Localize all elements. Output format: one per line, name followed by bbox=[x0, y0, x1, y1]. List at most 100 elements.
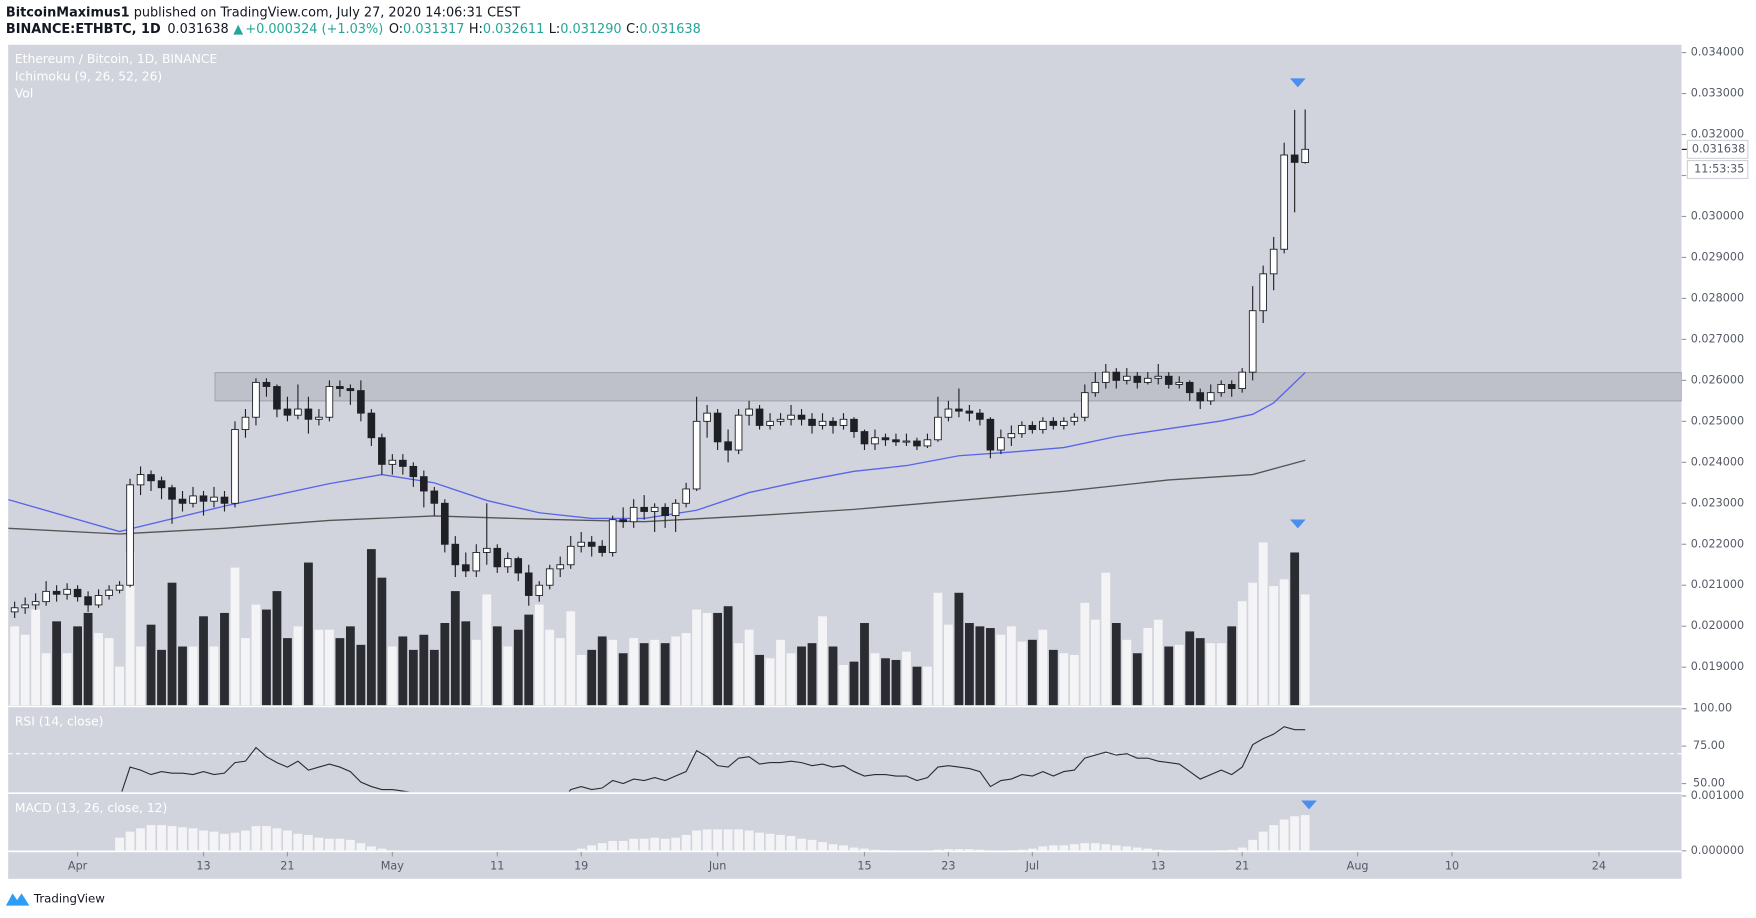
volume-bar bbox=[1122, 639, 1132, 706]
ohlc-key: C: bbox=[626, 22, 639, 37]
countdown-box bbox=[1686, 159, 1749, 180]
candle-body bbox=[136, 474, 145, 486]
volume-bar bbox=[1290, 552, 1300, 706]
ohlc-key: L: bbox=[549, 22, 561, 37]
candle-body bbox=[1217, 384, 1226, 394]
macd-bar bbox=[146, 825, 156, 851]
volume-bar bbox=[744, 629, 754, 706]
volume-bar bbox=[220, 612, 229, 706]
candle-body bbox=[892, 439, 900, 443]
macd-bar bbox=[304, 834, 313, 851]
candle-body bbox=[734, 414, 743, 451]
volume-bar bbox=[461, 621, 471, 706]
macd-bar bbox=[1290, 816, 1300, 851]
candle-body bbox=[724, 441, 732, 451]
change-arrow: ▲ bbox=[233, 22, 243, 37]
x-tick-label: 19 bbox=[574, 860, 588, 873]
volume-bar bbox=[1248, 582, 1258, 706]
candle-body bbox=[409, 465, 418, 478]
macd-pane bbox=[115, 815, 1310, 851]
y-tick-label: 0.032000 bbox=[1691, 128, 1744, 141]
candle-body bbox=[1028, 424, 1037, 430]
x-tick-label: 10 bbox=[1445, 860, 1459, 873]
volume-bar bbox=[1237, 601, 1247, 706]
macd-bar bbox=[828, 844, 838, 851]
candle-body bbox=[1091, 381, 1100, 394]
volume-bar bbox=[31, 609, 41, 706]
macd-bar bbox=[818, 842, 827, 851]
header-line: BitcoinMaximus1 published on TradingView… bbox=[6, 5, 520, 20]
volume-bar bbox=[912, 666, 922, 706]
volume-bar bbox=[125, 552, 135, 706]
candle-body bbox=[42, 590, 50, 603]
candle-body bbox=[629, 506, 638, 523]
volume-bar bbox=[587, 649, 597, 706]
macd-bar bbox=[209, 831, 219, 851]
x-tick-label: 21 bbox=[1235, 860, 1249, 873]
candle-body bbox=[1112, 371, 1121, 381]
volume-bar bbox=[251, 604, 261, 706]
macd-bar bbox=[199, 830, 208, 851]
volume-bar bbox=[104, 638, 114, 706]
macd-bar bbox=[744, 830, 754, 851]
volume-bar bbox=[10, 626, 20, 706]
candle-body bbox=[388, 459, 397, 465]
brand: TradingView bbox=[33, 891, 105, 905]
resistance-zone bbox=[214, 372, 1682, 402]
candle-body bbox=[640, 506, 648, 512]
volume-bar bbox=[1080, 602, 1090, 706]
volume-bar bbox=[1069, 654, 1079, 706]
volume-bar bbox=[776, 639, 785, 706]
macd-bar bbox=[157, 825, 166, 851]
volume-bar bbox=[20, 634, 30, 706]
macd-bar bbox=[1006, 850, 1016, 851]
price-pane bbox=[8, 109, 1682, 706]
candle-body bbox=[1185, 381, 1194, 394]
volume-bar bbox=[765, 658, 775, 706]
last-price-box bbox=[1686, 139, 1749, 159]
candle-body bbox=[73, 588, 82, 598]
macd-bar bbox=[136, 828, 145, 851]
x-tick-label: 21 bbox=[280, 860, 294, 873]
macd-bar bbox=[671, 837, 681, 851]
candle-body bbox=[1196, 392, 1205, 402]
symbol: BINANCE:ETHBTC, 1D bbox=[6, 22, 161, 37]
candle-body bbox=[1049, 420, 1058, 426]
candle-body bbox=[682, 488, 690, 504]
y-tick-label: 0.022000 bbox=[1691, 537, 1744, 550]
macd-bar bbox=[178, 827, 187, 851]
macd-bar bbox=[1258, 831, 1268, 851]
x-tick-label: 11 bbox=[490, 860, 504, 873]
candle-body bbox=[231, 429, 239, 504]
candle-body bbox=[1018, 424, 1026, 435]
candle-body bbox=[514, 558, 523, 574]
candle-body bbox=[692, 420, 701, 490]
change: +0.000324 (+1.03%) bbox=[245, 22, 383, 37]
volume-bar bbox=[734, 643, 743, 706]
candle-body bbox=[986, 418, 995, 451]
candle-body bbox=[850, 418, 858, 433]
rsi-tick-label: 100.00 bbox=[1693, 702, 1732, 715]
ohlc-value: 0.031638 bbox=[639, 22, 700, 37]
candle-body bbox=[1143, 377, 1152, 383]
volume-bar bbox=[902, 651, 911, 706]
logo-icon bbox=[5, 893, 30, 906]
macd-bar bbox=[1048, 845, 1058, 851]
x-tick-label: 24 bbox=[1592, 860, 1606, 873]
candle-body bbox=[94, 595, 103, 606]
candle-body bbox=[860, 431, 869, 445]
signal-marker bbox=[1289, 78, 1306, 88]
candle-body bbox=[399, 459, 407, 467]
macd-bar bbox=[692, 830, 702, 851]
candle-body bbox=[304, 408, 313, 420]
macd-bar bbox=[618, 840, 628, 851]
macd-bar bbox=[933, 849, 943, 851]
volume-bar bbox=[975, 626, 985, 706]
macd-tick-label: 0.000000 bbox=[1691, 844, 1744, 857]
macd-bar bbox=[241, 830, 250, 851]
macd-bar bbox=[1227, 849, 1237, 851]
candle-body bbox=[178, 498, 187, 504]
volume-bar bbox=[681, 633, 691, 706]
candle-body bbox=[451, 543, 460, 566]
volume-bar bbox=[944, 624, 953, 706]
